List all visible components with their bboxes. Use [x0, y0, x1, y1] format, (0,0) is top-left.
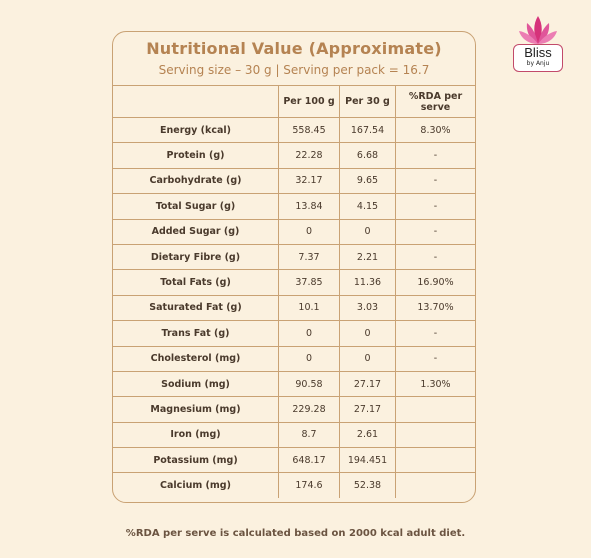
value-per-100g: 37.85	[278, 269, 340, 296]
nutrient-name: Protein (g)	[113, 142, 279, 169]
brand-logo: Bliss by Anju	[508, 14, 568, 80]
value-per-100g: 32.17	[278, 167, 340, 195]
value-rda: 16.90%	[395, 269, 475, 296]
table-row: Potassium (mg) 648.17 194.451	[113, 447, 475, 474]
table-row: Cholesterol (mg) 0 0-	[113, 345, 475, 372]
lotus-icon	[519, 16, 557, 44]
value-per-100g: 22.28	[278, 142, 340, 169]
value-per-30g: 52.38	[339, 472, 396, 498]
table-row: Sodium (mg) 90.58 27.17 1.30%	[113, 370, 475, 398]
nutrient-name: Saturated Fat (g)	[113, 294, 279, 322]
value-per-30g: 167.54	[339, 116, 396, 144]
value-per-100g: 8.7	[278, 421, 340, 449]
value-per-30g: 0	[339, 218, 396, 245]
table-row: Magnesium (mg) 229.28 27.17	[113, 396, 475, 423]
value-rda	[395, 472, 475, 498]
value-per-100g: 558.45	[278, 116, 340, 144]
table-header-row: Per 100 g Per 30 g %RDA per serve	[113, 86, 475, 118]
nutrient-name: Iron (mg)	[113, 421, 279, 449]
value-per-100g: 90.58	[278, 370, 340, 398]
serving-info: Serving size – 30 g | Serving per pack =…	[158, 63, 430, 77]
column-header-per-30g: Per 30 g	[339, 86, 396, 118]
table-row: Protein (g) 22.28 6.68-	[113, 142, 475, 169]
table-row: Calcium (mg) 174.6 52.38	[113, 472, 475, 498]
value-per-30g: 0	[339, 345, 396, 372]
value-per-30g: 4.15	[339, 193, 396, 220]
nutrient-name: Total Sugar (g)	[113, 193, 279, 220]
value-rda: -	[395, 320, 475, 347]
value-rda	[395, 396, 475, 423]
value-per-100g: 13.84	[278, 193, 340, 220]
value-per-30g: 3.03	[339, 294, 396, 322]
panel-title: Nutritional Value (Approximate)	[146, 39, 442, 58]
column-header-nutrient	[113, 86, 279, 118]
value-rda	[395, 447, 475, 474]
nutrient-name: Calcium (mg)	[113, 472, 279, 498]
table-row: Dietary Fibre (g) 7.37 2.21-	[113, 243, 475, 271]
value-per-30g: 11.36	[339, 269, 396, 296]
nutrient-name: Magnesium (mg)	[113, 396, 279, 423]
value-rda: 13.70%	[395, 294, 475, 322]
nutrient-name: Energy (kcal)	[113, 116, 279, 144]
table-row: Saturated Fat (g) 10.1 3.03 13.70%	[113, 294, 475, 322]
nutrient-name: Dietary Fibre (g)	[113, 243, 279, 271]
nutrition-table: Per 100 g Per 30 g %RDA per serve Energy…	[113, 86, 475, 498]
nutrient-name: Added Sugar (g)	[113, 218, 279, 245]
nutrient-name: Total Fats (g)	[113, 269, 279, 296]
nutrient-name: Sodium (mg)	[113, 370, 279, 398]
value-per-30g: 194.451	[339, 447, 396, 474]
value-per-100g: 0	[278, 320, 340, 347]
value-per-30g: 6.68	[339, 142, 396, 169]
value-rda: -	[395, 218, 475, 245]
value-per-30g: 27.17	[339, 396, 396, 423]
value-per-30g: 0	[339, 320, 396, 347]
nutrient-name: Carbohydrate (g)	[113, 167, 279, 195]
value-per-100g: 174.6	[278, 472, 340, 498]
logo-badge: Bliss by Anju	[513, 44, 563, 72]
value-rda	[395, 421, 475, 449]
value-per-30g: 9.65	[339, 167, 396, 195]
value-per-30g: 2.21	[339, 243, 396, 271]
value-per-100g: 10.1	[278, 294, 340, 322]
table-row: Added Sugar (g) 0 0-	[113, 218, 475, 245]
rda-footnote: %RDA per serve is calculated based on 20…	[125, 528, 466, 539]
value-per-100g: 229.28	[278, 396, 340, 423]
logo-wordmark: Bliss	[524, 45, 552, 60]
nutrient-name: Trans Fat (g)	[113, 320, 279, 347]
value-per-30g: 27.17	[339, 370, 396, 398]
nutrient-name: Potassium (mg)	[113, 447, 279, 474]
value-per-100g: 0	[278, 218, 340, 245]
logo-tagline: by Anju	[526, 60, 550, 67]
panel-header: Nutritional Value (Approximate) Serving …	[113, 32, 475, 86]
column-header-per-100g: Per 100 g	[278, 86, 340, 118]
value-per-100g: 7.37	[278, 243, 340, 271]
value-per-100g: 648.17	[278, 447, 340, 474]
table-row: Iron (mg) 8.7 2.61	[113, 421, 475, 449]
table-row: Total Sugar (g) 13.84 4.15-	[113, 193, 475, 220]
value-rda: -	[395, 167, 475, 195]
table-row: Energy (kcal) 558.45 167.54 8.30%	[113, 116, 475, 144]
value-rda: 8.30%	[395, 116, 475, 144]
nutrition-panel: Nutritional Value (Approximate) Serving …	[112, 31, 476, 503]
value-per-30g: 2.61	[339, 421, 396, 449]
value-rda: -	[395, 142, 475, 169]
table-row: Trans Fat (g) 0 0-	[113, 320, 475, 347]
table-row: Total Fats (g) 37.85 11.36 16.90%	[113, 269, 475, 296]
column-header-rda: %RDA per serve	[395, 86, 475, 118]
value-rda: 1.30%	[395, 370, 475, 398]
value-rda: -	[395, 243, 475, 271]
value-rda: -	[395, 193, 475, 220]
table-row: Carbohydrate (g) 32.17 9.65-	[113, 167, 475, 195]
value-per-100g: 0	[278, 345, 340, 372]
nutrient-name: Cholesterol (mg)	[113, 345, 279, 372]
value-rda: -	[395, 345, 475, 372]
